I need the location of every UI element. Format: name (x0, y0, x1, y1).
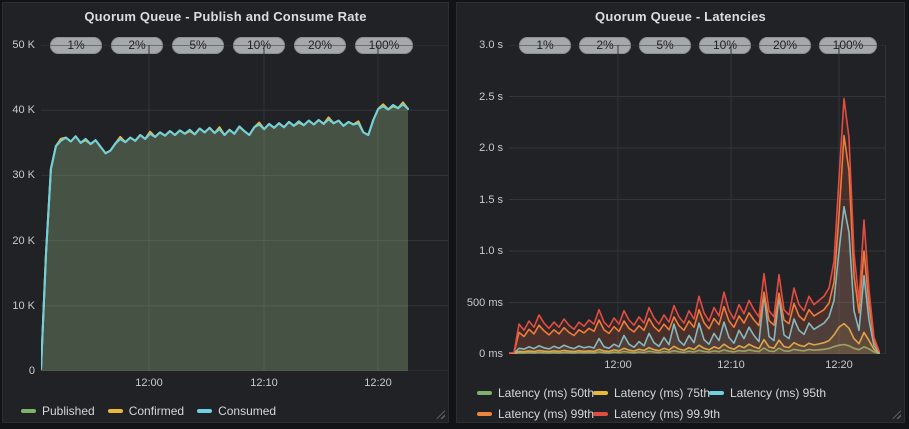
y-axis-tick: 40 K (12, 104, 35, 117)
series-fill-latency-ms-99th (509, 135, 879, 354)
legend-label: Latency (ms) 75th (614, 386, 711, 400)
panel-title[interactable]: Quorum Queue - Latencies (595, 9, 766, 24)
legend-swatch (709, 391, 724, 395)
panel-latencies: Quorum Queue - Latencies 1% 2% 5% 10% 20% 100… (456, 2, 905, 423)
legend-swatch (593, 391, 608, 395)
x-axis-tick: 12:20 (825, 359, 853, 371)
series-line-latency-ms-99th (509, 134, 880, 354)
legend-item-published[interactable]: Published (21, 404, 95, 418)
legend-label: Latency (ms) 99.9th (614, 407, 721, 421)
x-axis-tick: 12:00 (135, 377, 163, 389)
legend-swatch (477, 412, 492, 416)
legend-swatch (107, 409, 123, 413)
rate-legend: Published Confirmed Consumed (21, 404, 276, 418)
legend-swatch (593, 412, 608, 416)
series-fill-latency-ms-99-9th (509, 98, 879, 354)
series-line-latency-ms-99-9th (509, 97, 880, 354)
legend-swatch (197, 409, 213, 413)
x-axis-tick: 12:10 (250, 377, 278, 389)
y-axis-tick: 1.0 s (479, 245, 503, 257)
legend-item-latency-ms-99th[interactable]: Latency (ms) 99th (477, 407, 594, 421)
legend-label: Confirmed (128, 404, 185, 418)
series-fill-latency-ms-95th (509, 206, 879, 354)
y-axis-tick: 30 K (12, 169, 35, 182)
y-axis-tick: 2.0 s (479, 142, 503, 154)
legend-label: Latency (ms) 99th (498, 407, 595, 421)
legend-item-latency-ms-95th[interactable]: Latency (ms) 95th (709, 386, 826, 400)
legend-label: Latency (ms) 50th (498, 386, 595, 400)
legend-swatch (477, 391, 492, 395)
legend-label: Published (42, 404, 95, 418)
legend-item-latency-ms-50th[interactable]: Latency (ms) 50th (477, 386, 594, 400)
x-axis-tick: 12:20 (364, 377, 392, 389)
series-fill-consumed (41, 104, 408, 371)
panel-title[interactable]: Quorum Queue - Publish and Consume Rate (84, 9, 367, 24)
legend-item-consumed[interactable]: Consumed (197, 404, 276, 418)
series-fill-latency-ms-75th (509, 323, 879, 354)
y-axis-tick: 50 K (12, 39, 35, 51)
y-axis-tick: 10 K (12, 299, 35, 312)
panel-resize-handle[interactable] (892, 410, 901, 419)
series-line-latency-ms-50th (509, 343, 880, 354)
series-line-consumed (41, 103, 409, 370)
legend-swatch (21, 409, 36, 413)
y-axis-tick: 2.5 s (479, 90, 503, 103)
rate-chart[interactable] (41, 45, 448, 371)
legend-label: Latency (ms) 95th (730, 386, 827, 400)
y-axis-tick: 500 ms (466, 296, 503, 309)
y-axis-tick: 3.0 s (479, 39, 503, 51)
legend-item-confirmed[interactable]: Confirmed (107, 404, 185, 418)
series-fill-confirmed (41, 102, 408, 371)
y-axis-tick: 1.5 s (479, 193, 503, 206)
legend-label: Consumed (218, 404, 277, 418)
legend-item-latency-ms-75th[interactable]: Latency (ms) 75th (593, 386, 710, 400)
panel-publish-consume-rate: Quorum Queue - Publish and Consume Rate … (2, 2, 449, 423)
legend-item-latency-ms-99-9th[interactable]: Latency (ms) 99.9th (593, 407, 720, 421)
latency-chart[interactable] (509, 45, 886, 354)
series-fill-published (41, 104, 408, 371)
series-line-latency-ms-75th (509, 322, 880, 354)
series-line-latency-ms-95th (509, 205, 880, 354)
y-axis-tick: 0 ms (479, 348, 503, 360)
panel-resize-handle[interactable] (436, 410, 445, 419)
x-axis-tick: 12:00 (604, 359, 632, 371)
x-axis-tick: 12:10 (717, 359, 745, 371)
y-axis-tick: 0 (28, 365, 35, 377)
y-axis-tick: 20 K (12, 234, 35, 247)
